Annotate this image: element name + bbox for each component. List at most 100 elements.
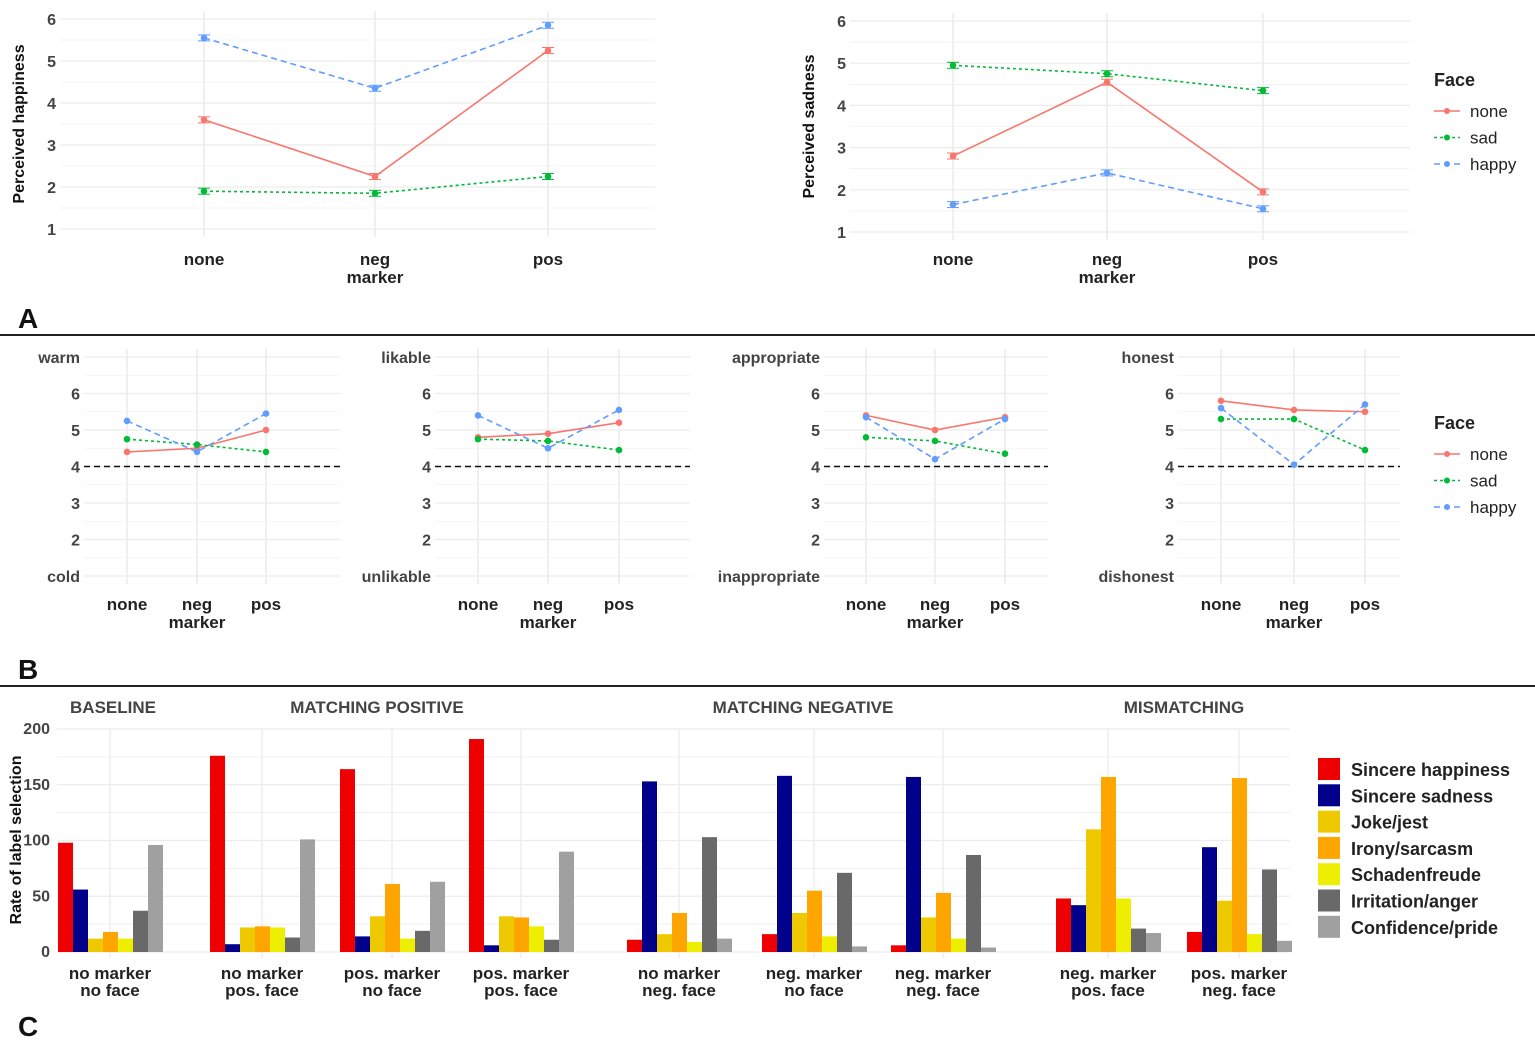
data-point-happy xyxy=(615,406,623,414)
y-tick-label: 2 xyxy=(422,533,431,550)
data-point-none xyxy=(1103,78,1111,86)
x-axis-label: marker xyxy=(169,613,226,632)
y-axis-label: Perceived happiness xyxy=(11,44,28,203)
data-point-none xyxy=(262,426,270,434)
legend-b: Face none sad happy xyxy=(1434,413,1517,517)
data-point-none xyxy=(544,430,552,437)
data-point-sad xyxy=(544,437,552,445)
bar-sincere-happiness xyxy=(340,769,355,952)
data-point-sad xyxy=(1217,415,1225,423)
x-tick-label: neg xyxy=(360,250,390,269)
section-title: BASELINE xyxy=(70,698,156,717)
x-tick-label: neg. marker xyxy=(766,964,863,983)
data-point-sad xyxy=(1290,415,1298,423)
data-point-sad xyxy=(1001,450,1009,458)
panel-label: A xyxy=(18,303,38,334)
bar-sincere-happiness xyxy=(210,755,225,952)
x-tick-label: neg. marker xyxy=(895,964,992,983)
legend-key-point xyxy=(1444,161,1450,167)
data-point-sad xyxy=(949,62,957,69)
y-tick-label: appropriate xyxy=(732,350,820,367)
bar-chart: 0 50 100 150 200 Rate of label selection no ma… xyxy=(8,698,1510,1000)
x-tick-label: neg xyxy=(533,595,563,614)
data-point-sad xyxy=(862,434,870,441)
data-point-happy xyxy=(862,413,870,421)
legend-label: happy xyxy=(1470,155,1517,174)
y-axis-label: Rate of label selection xyxy=(8,756,25,925)
x-tick-label: neg xyxy=(182,595,212,614)
legend-key-point xyxy=(1444,451,1450,457)
data-point-sad xyxy=(371,190,379,197)
data-point-sad xyxy=(544,173,552,180)
y-tick-label: 3 xyxy=(1165,496,1174,513)
bar-confidence-pride xyxy=(717,938,732,952)
y-tick-label: unlikable xyxy=(362,569,431,586)
bar-irony-sarcasm xyxy=(807,890,822,952)
series-line-sad xyxy=(865,436,1006,455)
y-tick-label: 4 xyxy=(71,460,80,477)
legend-swatch xyxy=(1318,915,1340,938)
data-point-none xyxy=(1259,188,1267,196)
series-line-happy xyxy=(1220,403,1366,466)
bar-irritation-anger xyxy=(285,937,300,952)
y-tick-label: 3 xyxy=(837,141,846,158)
legend-label: none xyxy=(1470,102,1508,121)
line-plot-1: Perceived sadness none neg pos marker xyxy=(801,13,1410,287)
x-tick-label: no face xyxy=(362,981,422,1000)
bar-irritation-anger xyxy=(966,854,981,952)
series-line-none xyxy=(203,49,549,178)
bar-sincere-sadness xyxy=(73,889,88,952)
y-tick-label: 6 xyxy=(1165,387,1174,404)
bar-sincere-sadness xyxy=(642,781,657,952)
bar-schadenfreude xyxy=(1247,934,1262,952)
bar-sincere-sadness xyxy=(1071,905,1086,952)
bar-joke-jest xyxy=(921,917,936,952)
line-plot-0: Perceived happiness none neg pos marker xyxy=(11,11,655,287)
bar-irony-sarcasm xyxy=(672,912,687,952)
bar-sincere-sadness xyxy=(355,936,370,952)
x-tick-label: none xyxy=(107,595,148,614)
y-tick-label: 1 xyxy=(47,222,56,239)
bar-sincere-happiness xyxy=(1056,898,1071,952)
series-line-sad xyxy=(126,438,267,453)
y-tick-label: 5 xyxy=(837,56,846,73)
bar-sincere-sadness xyxy=(777,775,792,952)
x-axis-label: marker xyxy=(1266,613,1323,632)
data-point-happy xyxy=(193,448,201,456)
bar-schadenfreude xyxy=(951,938,966,952)
x-tick-label: neg. face xyxy=(906,981,980,1000)
legend-swatch xyxy=(1318,810,1340,833)
x-tick-label: neg xyxy=(1092,250,1122,269)
y-tick-label: 3 xyxy=(71,496,80,513)
y-tick-label: 200 xyxy=(23,721,50,738)
data-point-sad xyxy=(200,187,208,195)
legend-label: sad xyxy=(1470,472,1497,491)
legend-title: Face xyxy=(1434,413,1475,433)
data-point-sad xyxy=(1259,87,1267,94)
x-tick-label: pos. marker xyxy=(473,964,570,983)
bar-schadenfreude xyxy=(270,927,285,952)
y-tick-label: warm xyxy=(37,350,80,367)
y-tick-label: dishonest xyxy=(1098,569,1174,586)
y-tick-label: 2 xyxy=(811,533,820,550)
bar-irony-sarcasm xyxy=(255,926,270,952)
data-point-none xyxy=(1361,408,1369,416)
bar-sincere-sadness xyxy=(225,944,240,952)
y-tick-label: 5 xyxy=(71,423,80,440)
section-title: MISMATCHING xyxy=(1124,698,1245,717)
data-point-happy xyxy=(931,455,939,463)
data-point-happy xyxy=(1290,461,1298,468)
y-tick-label: 6 xyxy=(837,14,846,31)
bar-joke-jest xyxy=(499,916,514,952)
series-line-happy xyxy=(126,412,267,453)
y-tick-label: 2 xyxy=(47,180,56,197)
legend-label: sad xyxy=(1470,129,1497,148)
series-line-sad xyxy=(1221,418,1366,451)
legend-key-point xyxy=(1444,477,1450,484)
bar-joke-jest xyxy=(370,916,385,952)
data-point-happy xyxy=(371,85,379,92)
data-point-happy xyxy=(262,410,270,417)
legend-swatch xyxy=(1318,758,1340,780)
data-point-sad xyxy=(615,446,623,454)
x-tick-label: none xyxy=(184,250,225,269)
